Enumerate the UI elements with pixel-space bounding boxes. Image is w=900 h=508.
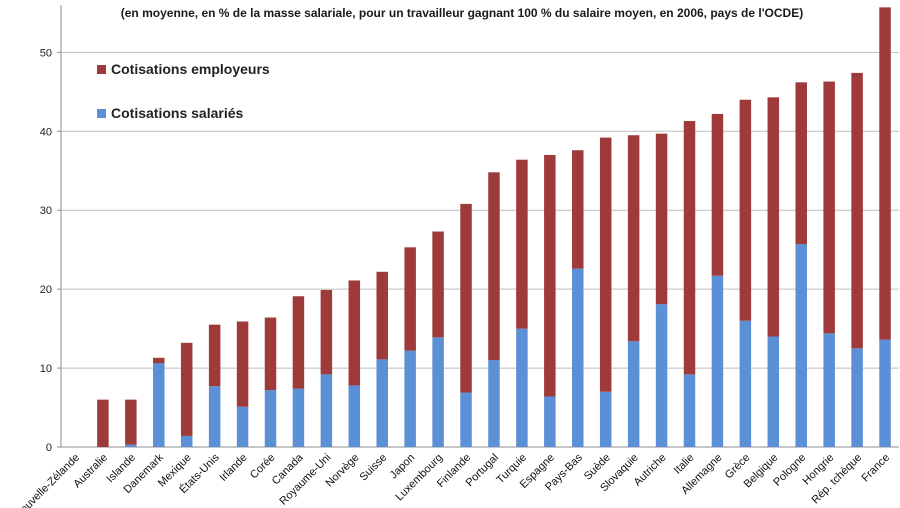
y-tick-label: 10 <box>40 363 52 375</box>
bar-employeurs <box>851 72 863 349</box>
bar-salaries <box>795 244 807 447</box>
bars <box>97 7 891 447</box>
bar-salaries <box>739 320 752 447</box>
bar-employeurs <box>125 399 137 445</box>
legend-swatch-employeurs <box>97 65 106 74</box>
bar-employeurs <box>544 154 556 397</box>
bar-salaries <box>851 348 863 447</box>
bar-employeurs <box>460 203 472 393</box>
bar-salaries <box>208 386 221 447</box>
bar-salaries <box>488 360 500 447</box>
bar-employeurs <box>683 121 696 375</box>
bar-employeurs <box>767 97 780 337</box>
bar-employeurs <box>292 296 305 389</box>
bar-employeurs <box>236 321 249 407</box>
bar-salaries <box>404 350 416 447</box>
bar-employeurs <box>153 357 165 364</box>
legend-label-salaries: Cotisations salariés <box>111 105 243 121</box>
bar-salaries <box>823 333 835 447</box>
x-tick-label: Rép. tchèque <box>809 452 864 507</box>
bar-employeurs <box>376 271 388 360</box>
bar-salaries <box>683 374 696 447</box>
bar-employeurs <box>572 150 584 269</box>
legend: Cotisations employeurs Cotisations salar… <box>97 61 270 121</box>
bar-salaries <box>599 391 612 447</box>
bar-salaries <box>180 435 193 447</box>
bar-salaries <box>460 392 472 447</box>
y-tick-label: 0 <box>46 442 52 454</box>
bar-salaries <box>711 275 724 447</box>
gridlines <box>57 5 899 448</box>
bar-salaries <box>236 406 249 447</box>
y-tick-label: 50 <box>40 47 52 59</box>
bar-employeurs <box>739 99 752 321</box>
bar-salaries <box>767 336 780 447</box>
y-tick-label: 40 <box>40 126 52 138</box>
bar-employeurs <box>97 399 109 447</box>
bar-employeurs <box>180 342 193 436</box>
y-axis-ticks: 0 10 20 30 40 50 <box>40 47 52 454</box>
x-tick-label: Suisse <box>358 452 390 484</box>
bar-employeurs <box>432 231 444 338</box>
bar-employeurs <box>711 113 724 276</box>
bar-employeurs <box>795 82 807 245</box>
x-tick-label: Italie <box>672 452 697 477</box>
bar-salaries <box>432 337 444 447</box>
bar-employeurs <box>404 247 416 351</box>
bar-employeurs <box>264 317 277 391</box>
legend-swatch-salaries <box>97 109 106 118</box>
x-tick-label: France <box>859 452 892 485</box>
bar-salaries <box>572 268 584 447</box>
bar-employeurs <box>627 135 640 342</box>
x-axis-labels: Nouvelle-ZélandeAustralieIslandeDanemark… <box>13 451 893 508</box>
bar-employeurs <box>348 280 361 386</box>
bar-employeurs <box>320 289 333 375</box>
bar-employeurs <box>516 159 528 329</box>
y-tick-label: 20 <box>40 284 52 296</box>
bar-salaries <box>627 341 640 447</box>
bar-salaries <box>264 390 277 447</box>
bar-salaries <box>516 328 528 447</box>
bar-salaries <box>292 388 305 447</box>
chart-subtitle: (en moyenne, en % de la masse salariale,… <box>121 6 803 20</box>
bar-salaries <box>125 444 137 447</box>
bar-employeurs <box>599 137 612 392</box>
bar-salaries <box>879 339 891 447</box>
bar-salaries <box>655 304 668 447</box>
x-tick-label: Irlande <box>217 452 249 484</box>
x-tick-label: Nouvelle-Zélande <box>13 452 82 508</box>
bar-employeurs <box>655 133 668 305</box>
y-tick-label: 30 <box>40 205 52 217</box>
bar-salaries <box>544 396 556 447</box>
bar-employeurs <box>823 81 835 334</box>
bar-salaries <box>376 359 388 447</box>
bar-salaries <box>320 374 333 447</box>
legend-label-employeurs: Cotisations employeurs <box>111 61 270 77</box>
bar-employeurs <box>488 172 500 361</box>
bar-employeurs <box>879 7 891 340</box>
bar-employeurs <box>208 324 221 387</box>
bar-salaries <box>153 363 165 447</box>
bar-salaries <box>348 385 361 447</box>
